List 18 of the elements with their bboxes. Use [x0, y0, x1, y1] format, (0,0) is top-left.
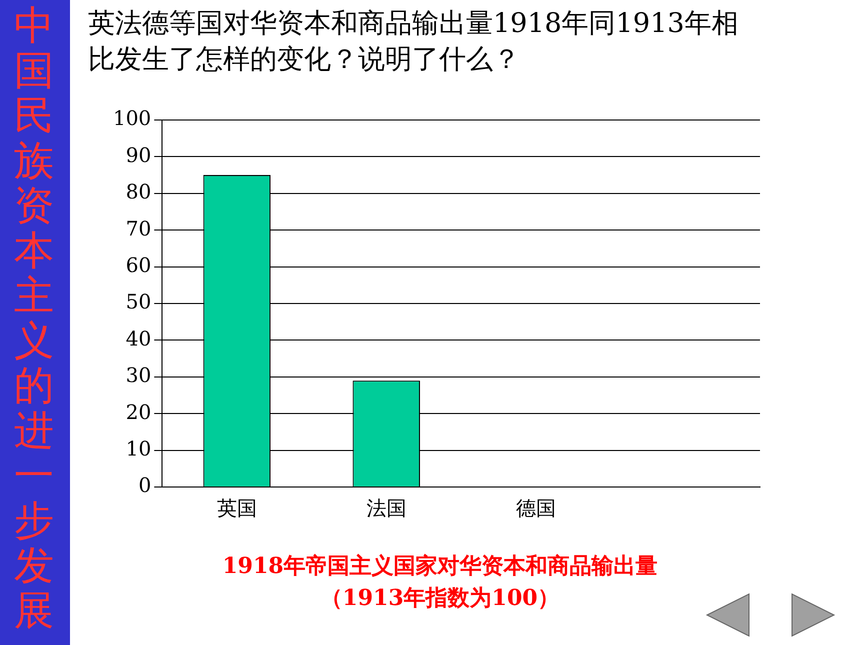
y-tick-label: 20: [126, 400, 152, 424]
y-tick-label: 40: [126, 326, 152, 350]
y-tick-label: 30: [126, 363, 152, 388]
y-tick-label: 60: [126, 253, 152, 278]
y-tick-label: 80: [126, 180, 152, 204]
y-tick-label: 50: [126, 290, 152, 314]
x-tick-label: 英国: [216, 496, 257, 520]
y-tick-label: 70: [126, 216, 152, 240]
text: 中国民族资本主义的进一步发展: [14, 3, 54, 634]
y-tick-label: 0: [138, 473, 152, 498]
text: 1918年帝国主义国家对华资本和商品输出量: [221, 552, 659, 581]
y-tick-label: 100: [112, 106, 152, 130]
y-tick-label: 90: [126, 142, 152, 167]
y-tick-label: 10: [126, 436, 152, 461]
x-tick-label: 德国: [516, 496, 556, 520]
x-tick-label: 法国: [366, 496, 406, 520]
chart-title: 英法德等国对华资本和商品输出量1918年同1913年相比发生了怎样的变化？说明了什么？: [88, 7, 740, 77]
text: （1913年指数为100）: [319, 584, 561, 613]
